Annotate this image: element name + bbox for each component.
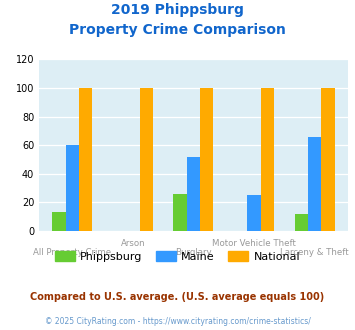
Bar: [66, 145, 79, 231]
Bar: [321, 88, 334, 231]
Text: Burglary: Burglary: [175, 248, 212, 257]
Bar: [261, 88, 274, 231]
Legend: Phippsburg, Maine, National: Phippsburg, Maine, National: [50, 247, 305, 267]
Bar: [200, 88, 213, 231]
Text: Larceny & Theft: Larceny & Theft: [280, 248, 349, 257]
Text: 2019 Phippsburg: 2019 Phippsburg: [111, 3, 244, 17]
Bar: [140, 88, 153, 231]
Text: Arson: Arson: [121, 239, 145, 248]
Text: Property Crime Comparison: Property Crime Comparison: [69, 23, 286, 37]
Bar: [247, 195, 261, 231]
Text: Motor Vehicle Theft: Motor Vehicle Theft: [212, 239, 296, 248]
Bar: [187, 157, 200, 231]
Bar: [295, 214, 308, 231]
Bar: [79, 88, 92, 231]
Text: All Property Crime: All Property Crime: [33, 248, 111, 257]
Text: © 2025 CityRating.com - https://www.cityrating.com/crime-statistics/: © 2025 CityRating.com - https://www.city…: [45, 317, 310, 326]
Bar: [308, 137, 321, 231]
Bar: [53, 213, 66, 231]
Bar: [174, 194, 187, 231]
Text: Compared to U.S. average. (U.S. average equals 100): Compared to U.S. average. (U.S. average …: [31, 292, 324, 302]
